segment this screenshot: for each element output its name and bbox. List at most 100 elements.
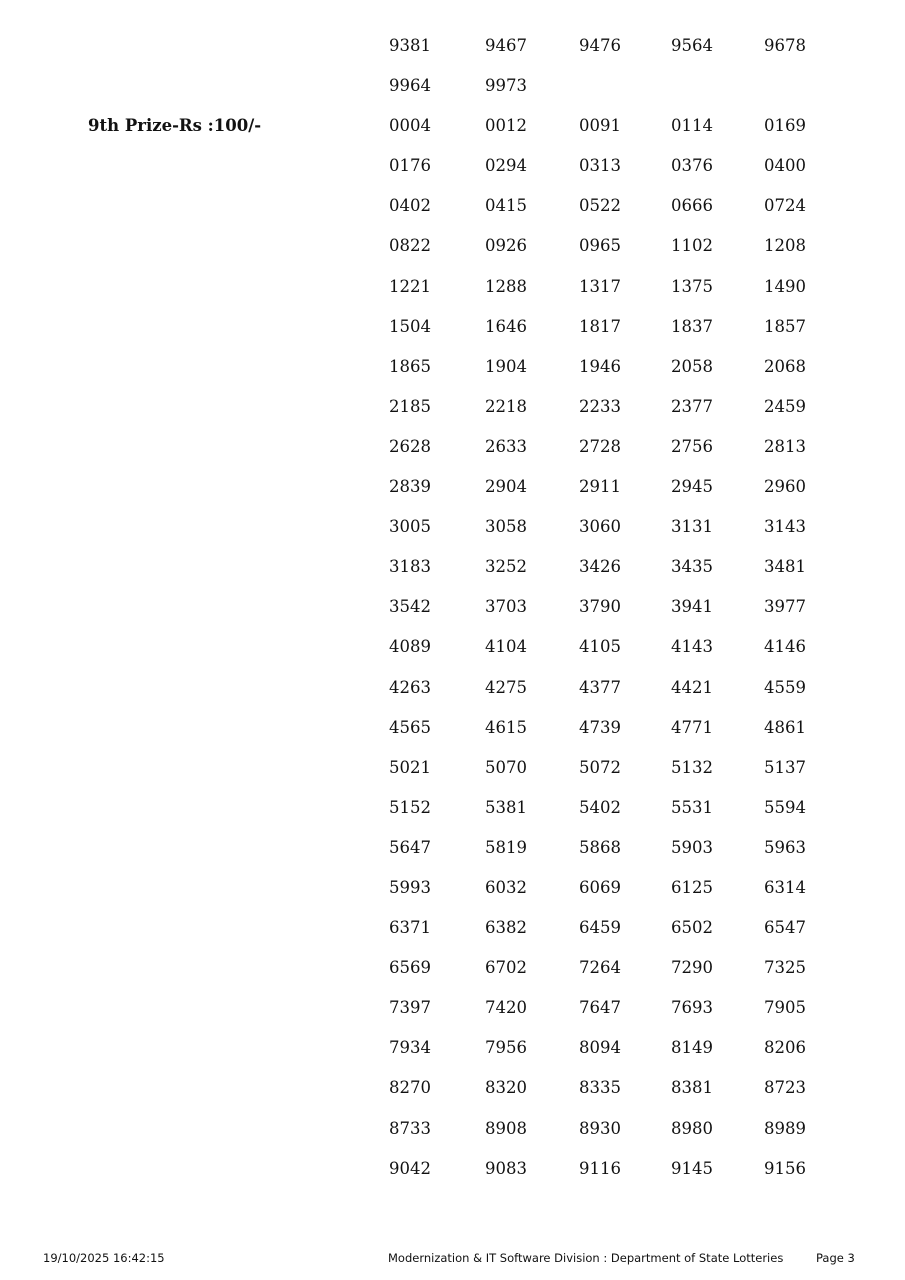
ticket-number: 3005 <box>389 517 431 537</box>
ticket-number: 4615 <box>485 717 527 737</box>
ticket-number: 8149 <box>671 1038 713 1058</box>
ticket-number: 5132 <box>671 757 713 777</box>
ticket-number: 3143 <box>764 517 806 537</box>
number-row: 4263 4275 4377 4421 4559 <box>0 668 905 708</box>
ticket-number: 9964 <box>389 76 431 96</box>
ticket-number: 8206 <box>764 1038 806 1058</box>
ticket-number: 0666 <box>671 196 713 216</box>
ticket-number: 2904 <box>485 477 527 497</box>
ticket-number: 3183 <box>389 557 431 577</box>
ticket-number: 3060 <box>579 517 621 537</box>
ticket-number: 0012 <box>485 116 527 136</box>
ticket-number: 9042 <box>389 1158 431 1178</box>
ticket-number: 8320 <box>485 1078 527 1098</box>
prize-group: 9th Prize-Rs :100/- 0004 0012 0091 0114 0169 0… <box>0 106 905 1189</box>
ticket-number: 6547 <box>764 918 806 938</box>
number-row: 2185 2218 2233 2377 2459 <box>0 387 905 427</box>
ticket-number: 5647 <box>389 837 431 857</box>
number-row: 5993 6032 6069 6125 6314 <box>0 868 905 908</box>
ticket-number: 8270 <box>389 1078 431 1098</box>
ticket-number: 0402 <box>389 196 431 216</box>
ticket-number: 4143 <box>671 637 713 657</box>
ticket-number: 0176 <box>389 156 431 176</box>
ticket-number: 3941 <box>671 597 713 617</box>
ticket-number: 0091 <box>579 116 621 136</box>
ticket-number: 9156 <box>764 1158 806 1178</box>
number-row: 4089 4104 4105 4143 4146 <box>0 627 905 667</box>
ticket-number: 7325 <box>764 958 806 978</box>
ticket-number: 5402 <box>579 797 621 817</box>
number-row: 2839 2904 2911 2945 2960 <box>0 467 905 507</box>
ticket-number: 5070 <box>485 757 527 777</box>
ticket-number: 0965 <box>579 236 621 256</box>
ticket-number: 1904 <box>485 356 527 376</box>
ticket-number: 5137 <box>764 757 806 777</box>
number-row: 9381 9467 9476 9564 9678 <box>0 26 905 66</box>
ticket-number: 6069 <box>579 877 621 897</box>
number-row: 3183 3252 3426 3435 3481 <box>0 547 905 587</box>
ticket-number: 7290 <box>671 958 713 978</box>
ticket-number: 9467 <box>485 36 527 55</box>
ticket-number: 3977 <box>764 597 806 617</box>
ticket-number: 9381 <box>389 36 431 55</box>
ticket-number: 0400 <box>764 156 806 176</box>
ticket-number: 8094 <box>579 1038 621 1058</box>
footer-page-number: Page 3 <box>816 1251 855 1265</box>
ticket-number: 2218 <box>485 396 527 416</box>
number-row: 2628 2633 2728 2756 2813 <box>0 427 905 467</box>
ticket-number: 4275 <box>485 677 527 697</box>
ticket-number: 6502 <box>671 918 713 938</box>
ticket-number: 9973 <box>485 76 527 96</box>
ticket-number: 5152 <box>389 797 431 817</box>
ticket-number: 4146 <box>764 637 806 657</box>
ticket-number: 0926 <box>485 236 527 256</box>
ticket-number: 2377 <box>671 396 713 416</box>
ticket-number: 6382 <box>485 918 527 938</box>
ticket-number: 2633 <box>485 436 527 456</box>
ticket-number: 4421 <box>671 677 713 697</box>
ticket-number: 1490 <box>764 276 806 296</box>
ticket-number: 5381 <box>485 797 527 817</box>
number-row: 8733 8908 8930 8980 8989 <box>0 1109 905 1149</box>
number-row: 5152 5381 5402 5531 5594 <box>0 788 905 828</box>
ticket-number: 6371 <box>389 918 431 938</box>
ticket-number: 8733 <box>389 1118 431 1138</box>
footer-division: Modernization & IT Software Division : D… <box>388 1251 784 1265</box>
ticket-number: 4861 <box>764 717 806 737</box>
ticket-number: 3058 <box>485 517 527 537</box>
ticket-number: 4105 <box>579 637 621 657</box>
ticket-number: 5021 <box>389 757 431 777</box>
number-row: 0402 0415 0522 0666 0724 <box>0 186 905 226</box>
number-row: 5021 5070 5072 5132 5137 <box>0 748 905 788</box>
ticket-number: 6125 <box>671 877 713 897</box>
ticket-number: 7397 <box>389 998 431 1018</box>
ticket-number: 0822 <box>389 236 431 256</box>
ticket-number: 8381 <box>671 1078 713 1098</box>
ticket-number: 3542 <box>389 597 431 617</box>
ticket-number: 8335 <box>579 1078 621 1098</box>
prize-label: 9th Prize-Rs :100/- <box>88 116 262 136</box>
ticket-number: 1646 <box>485 316 527 336</box>
ticket-number: 5993 <box>389 877 431 897</box>
ticket-number: 7956 <box>485 1038 527 1058</box>
number-row: 9964 9973 <box>0 66 905 106</box>
ticket-number: 2628 <box>389 436 431 456</box>
ticket-number: 7693 <box>671 998 713 1018</box>
ticket-number: 1865 <box>389 356 431 376</box>
ticket-number: 9678 <box>764 36 806 55</box>
ticket-number: 7905 <box>764 998 806 1018</box>
ticket-number: 2813 <box>764 436 806 456</box>
ticket-number: 8723 <box>764 1078 806 1098</box>
ticket-number: 9083 <box>485 1158 527 1178</box>
ticket-number: 1857 <box>764 316 806 336</box>
footer-timestamp: 19/10/2025 16:42:15 <box>43 1251 165 1265</box>
ticket-number: 0004 <box>389 116 431 136</box>
ticket-number: 1817 <box>579 316 621 336</box>
ticket-number: 3481 <box>764 557 806 577</box>
ticket-number: 1504 <box>389 316 431 336</box>
ticket-number: 2459 <box>764 396 806 416</box>
number-row: 4565 4615 4739 4771 4861 <box>0 708 905 748</box>
ticket-number: 6569 <box>389 958 431 978</box>
ticket-number: 5819 <box>485 837 527 857</box>
number-row: 1221 1288 1317 1375 1490 <box>0 267 905 307</box>
